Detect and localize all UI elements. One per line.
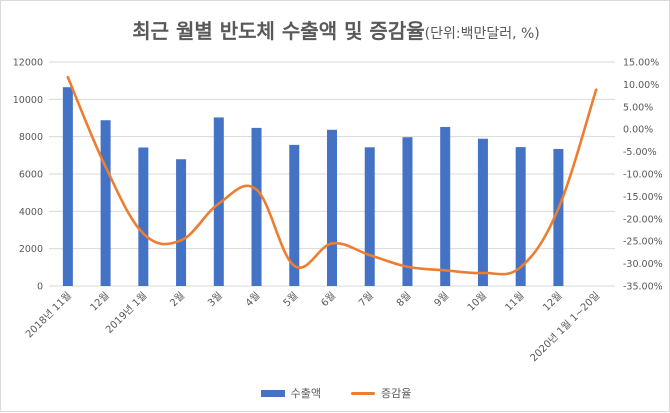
legend-item-line: 증감율: [351, 385, 411, 401]
bar: [176, 159, 187, 286]
x-tick-label: 3월: [205, 290, 224, 309]
y-left-tick-label: 0: [37, 282, 43, 293]
x-tick-label: 2018년 11월: [23, 290, 74, 341]
x-tick-label: 7월: [356, 290, 375, 309]
y-left-tick-label: 12000: [13, 58, 43, 69]
y-right-tick-label: -35.00%: [623, 282, 663, 293]
y-right-tick-label: 5.00%: [623, 102, 653, 113]
y-left-tick-label: 2000: [19, 244, 43, 255]
line-series: [66, 75, 598, 276]
legend: 수출액 증감율: [1, 385, 670, 401]
line-point: [104, 165, 107, 169]
legend-item-bar: 수출액: [260, 385, 321, 401]
x-tick-label: 2020년 1월 1~20일: [528, 290, 602, 364]
bar: [100, 120, 111, 287]
y-left-tick-label: 6000: [19, 170, 43, 181]
line-point: [406, 265, 409, 269]
line-point: [594, 88, 598, 92]
bar: [440, 126, 451, 287]
y-right-tick-label: -5.00%: [623, 147, 657, 158]
line-point: [443, 269, 447, 272]
line-point: [481, 271, 485, 275]
bar: [364, 147, 375, 286]
bar-series: [62, 87, 564, 287]
bar: [553, 148, 564, 286]
line-point: [330, 242, 334, 245]
bar: [251, 127, 262, 286]
y-right-tick-label: -15.00%: [623, 192, 663, 203]
line-point: [66, 75, 70, 79]
bar: [138, 147, 149, 286]
y-right-tick-label: -20.00%: [623, 214, 663, 225]
line-point: [179, 239, 183, 242]
bar: [327, 129, 337, 286]
x-tick-label: 12월: [541, 290, 565, 314]
y-right-tick-label: 0.00%: [623, 125, 653, 136]
y-right-tick-label: -30.00%: [623, 259, 663, 270]
chart-title-unit: (단위:백만달러, %): [424, 26, 540, 42]
y-right-tick-label: -10.00%: [623, 170, 663, 181]
bar: [515, 147, 526, 286]
bar: [213, 117, 224, 286]
legend-label-bar: 수출액: [290, 387, 321, 400]
right-axis-ticks: -35.00% -30.00% -25.00% -20.00% -15.00% -10.0…: [623, 58, 663, 293]
x-tick-label: 5월: [281, 290, 300, 309]
legend-swatch-bar: [260, 389, 285, 397]
x-tick-label: 4월: [243, 290, 262, 309]
line-point: [292, 264, 296, 268]
bar: [62, 87, 73, 286]
legend-label-line: 증감율: [381, 387, 412, 400]
x-tick-label: 2월: [168, 290, 187, 309]
x-tick-label: 8월: [394, 290, 413, 309]
line-point: [255, 188, 258, 191]
y-right-tick-label: 10.00%: [623, 80, 659, 91]
x-tick-label: 12월: [88, 290, 112, 314]
y-left-tick-label: 8000: [19, 132, 43, 143]
x-tick-label: 10월: [465, 290, 489, 314]
x-tick-label: 9월: [432, 290, 451, 309]
line-point: [142, 232, 145, 235]
left-axis-ticks: 0 2000 4000 6000 8000 10000 12000: [13, 58, 43, 293]
chart-title: 최근 월별 반도체 수출액 및 증감율(단위:백만달러, %): [1, 15, 670, 44]
line-point: [217, 202, 221, 205]
y-right-tick-label: -25.00%: [623, 237, 663, 248]
chart-title-main: 최근 월별 반도체 수출액 및 증감율: [132, 19, 425, 43]
line-point: [557, 207, 560, 210]
line-point: [519, 265, 522, 269]
y-right-tick-label: 15.00%: [623, 58, 659, 69]
bar: [289, 144, 300, 286]
legend-swatch-line: [351, 391, 375, 395]
line-point: [368, 253, 372, 257]
x-tick-label: 11월: [503, 290, 527, 314]
bar: [402, 137, 413, 286]
y-left-tick-label: 10000: [13, 95, 43, 106]
x-tick-label: 6월: [319, 290, 338, 309]
y-left-tick-label: 4000: [19, 207, 43, 218]
bar: [477, 138, 488, 286]
